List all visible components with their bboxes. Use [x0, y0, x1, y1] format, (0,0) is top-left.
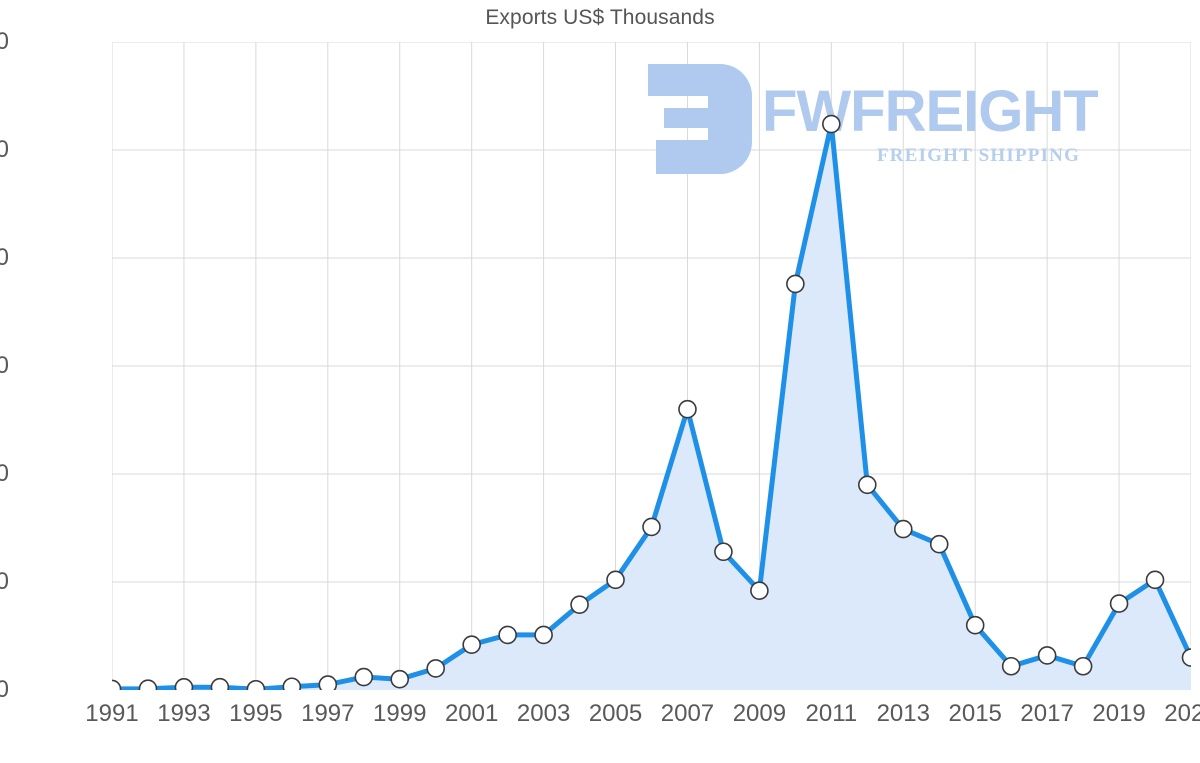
x-axis-tick-label: 2015 [948, 700, 1002, 727]
data-point-marker[interactable] [319, 676, 336, 690]
data-point-marker[interactable] [643, 518, 660, 535]
data-point-marker[interactable] [391, 671, 408, 688]
x-axis-tick-label: 2021 [1164, 700, 1200, 727]
chart-title: Exports US$ Thousands [485, 6, 715, 29]
x-axis-tick-label: 2013 [876, 700, 930, 727]
data-point-marker[interactable] [112, 680, 121, 690]
data-point-marker[interactable] [1003, 658, 1020, 675]
data-point-marker[interactable] [787, 275, 804, 292]
data-point-marker[interactable] [859, 476, 876, 493]
data-point-marker[interactable] [715, 543, 732, 560]
data-point-marker[interactable] [751, 582, 768, 599]
y-axis-tick-label: 600 000 [0, 28, 9, 55]
x-axis-tick-label: 2005 [588, 700, 643, 727]
y-axis-tick-label: 500 000 [0, 136, 9, 163]
plot-area: FWFREIGHT FREIGHT SHIPPING [112, 42, 1191, 690]
y-axis-tick-label: 0 [0, 676, 9, 703]
x-axis-tick-label: 2007 [660, 700, 715, 727]
y-axis-tick-label: 300 000 [0, 352, 9, 379]
x-axis-tick-label: 2001 [444, 700, 499, 727]
area-fill [112, 124, 1191, 690]
data-point-marker[interactable] [211, 679, 228, 690]
data-point-marker[interactable] [1039, 647, 1056, 664]
y-axis-tick-label: 400 000 [0, 244, 9, 271]
data-point-marker[interactable] [175, 679, 192, 690]
data-point-marker[interactable] [823, 116, 840, 133]
data-point-marker[interactable] [247, 681, 264, 690]
series-layer [112, 42, 1191, 690]
x-axis-tick-label: 2003 [516, 700, 571, 727]
data-point-marker[interactable] [1075, 658, 1092, 675]
data-point-marker[interactable] [139, 680, 156, 690]
x-axis-tick-label: 1991 [85, 700, 139, 727]
data-point-marker[interactable] [967, 617, 984, 634]
x-axis-tick-label: 1993 [157, 700, 211, 727]
data-point-marker[interactable] [1111, 595, 1128, 612]
data-point-marker[interactable] [895, 521, 912, 538]
data-point-marker[interactable] [931, 536, 948, 553]
data-point-marker[interactable] [355, 669, 372, 686]
data-point-marker[interactable] [535, 626, 552, 643]
data-point-marker[interactable] [679, 401, 696, 418]
data-point-marker[interactable] [1183, 649, 1192, 666]
data-point-marker[interactable] [427, 660, 444, 677]
data-point-marker[interactable] [1147, 571, 1164, 588]
x-axis-tick-label: 1997 [301, 700, 355, 727]
x-axis-tick-label: 2011 [805, 700, 858, 727]
x-axis-tick-label: 1999 [373, 700, 427, 727]
x-axis-tick-label: 1995 [229, 700, 283, 727]
data-point-marker[interactable] [463, 636, 480, 653]
data-point-marker[interactable] [607, 571, 624, 588]
y-axis-tick-label: 200 000 [0, 460, 9, 487]
y-axis-tick-label: 100 000 [0, 568, 9, 595]
data-point-marker[interactable] [499, 626, 516, 643]
x-axis-tick-label: 2017 [1020, 700, 1074, 727]
data-point-marker[interactable] [571, 596, 588, 613]
x-axis-tick-label: 2009 [732, 700, 787, 727]
data-point-marker[interactable] [283, 678, 300, 690]
x-axis-tick-label: 2019 [1092, 700, 1146, 727]
